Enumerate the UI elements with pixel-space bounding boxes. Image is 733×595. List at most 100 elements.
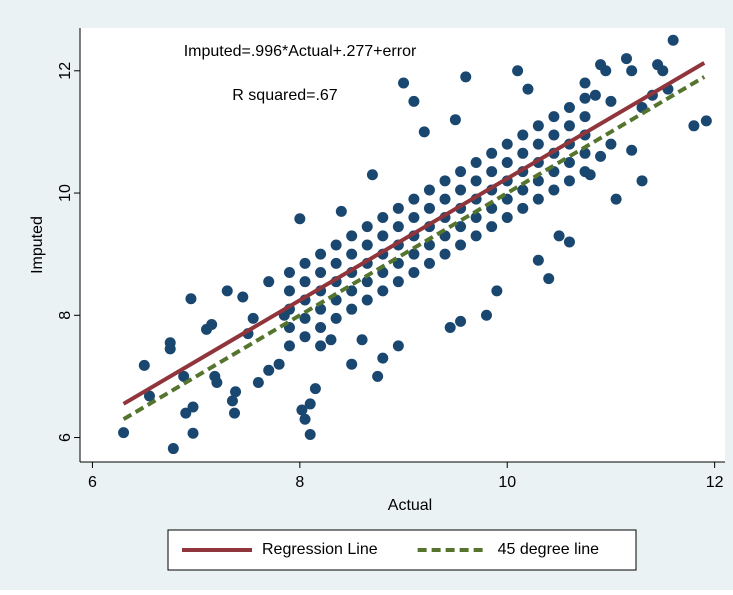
x-tick-label: 6 xyxy=(88,474,97,491)
point xyxy=(563,175,575,187)
point xyxy=(372,370,384,382)
point xyxy=(294,213,306,225)
y-tick-label: 6 xyxy=(57,433,74,442)
point xyxy=(620,53,632,65)
y-tick-label: 8 xyxy=(57,311,74,320)
point xyxy=(392,340,404,352)
point xyxy=(299,312,311,324)
point xyxy=(501,156,513,168)
point xyxy=(315,340,327,352)
point xyxy=(667,34,679,46)
point xyxy=(563,236,575,248)
x-tick-label: 12 xyxy=(706,474,724,491)
point xyxy=(532,193,544,205)
point xyxy=(470,230,482,242)
point xyxy=(180,407,192,419)
point xyxy=(486,221,498,233)
point xyxy=(392,221,404,233)
point xyxy=(460,71,472,83)
point xyxy=(299,276,311,288)
point xyxy=(315,322,327,334)
y-tick-label: 10 xyxy=(57,184,74,202)
point xyxy=(449,114,461,126)
point xyxy=(579,92,591,104)
point xyxy=(377,211,389,223)
point xyxy=(330,257,342,269)
point xyxy=(221,285,233,297)
point xyxy=(579,77,591,89)
y-tick-label: 12 xyxy=(57,62,74,80)
point xyxy=(299,257,311,269)
point xyxy=(377,352,389,364)
point xyxy=(589,89,601,101)
point xyxy=(579,166,591,178)
point xyxy=(423,257,435,269)
point xyxy=(532,254,544,266)
point xyxy=(455,315,467,327)
point xyxy=(230,386,242,398)
point xyxy=(439,248,451,260)
point xyxy=(444,322,456,334)
point xyxy=(315,267,327,279)
point xyxy=(517,147,529,159)
point xyxy=(522,83,534,95)
point xyxy=(229,407,241,419)
point xyxy=(263,364,275,376)
point xyxy=(335,205,347,217)
point xyxy=(517,202,529,214)
point xyxy=(209,370,221,382)
point xyxy=(237,291,249,303)
point xyxy=(283,285,295,297)
point xyxy=(626,65,638,77)
point xyxy=(299,331,311,343)
point xyxy=(563,101,575,113)
point xyxy=(408,95,420,107)
point xyxy=(605,95,617,107)
point xyxy=(167,443,179,455)
point xyxy=(548,129,560,141)
point xyxy=(273,358,285,370)
legend-label: Regression Line xyxy=(262,541,378,558)
point xyxy=(138,359,150,371)
point xyxy=(480,309,492,321)
point xyxy=(423,184,435,196)
point xyxy=(532,138,544,150)
point xyxy=(418,126,430,138)
point xyxy=(315,248,327,260)
point xyxy=(439,175,451,187)
point xyxy=(398,77,410,89)
y-axis-title: Imputed xyxy=(29,216,46,274)
point xyxy=(700,115,712,127)
point xyxy=(392,276,404,288)
point xyxy=(247,312,259,324)
point xyxy=(283,267,295,279)
point xyxy=(346,230,358,242)
point xyxy=(491,285,503,297)
point xyxy=(470,156,482,168)
point xyxy=(486,166,498,178)
point xyxy=(636,175,648,187)
point xyxy=(579,111,591,123)
point xyxy=(206,318,218,330)
point xyxy=(178,370,190,382)
point xyxy=(361,221,373,233)
point xyxy=(408,248,420,260)
point xyxy=(595,150,607,162)
point xyxy=(187,401,199,413)
point xyxy=(626,144,638,156)
point xyxy=(543,273,555,285)
point xyxy=(455,221,467,233)
point xyxy=(392,202,404,214)
point xyxy=(263,276,275,288)
point xyxy=(377,230,389,242)
point xyxy=(361,239,373,251)
point xyxy=(377,285,389,297)
annotation: R squared=.67 xyxy=(232,87,338,104)
point xyxy=(688,120,700,132)
point xyxy=(366,169,378,181)
plot-layer xyxy=(118,34,712,455)
point xyxy=(408,267,420,279)
point xyxy=(187,427,199,439)
